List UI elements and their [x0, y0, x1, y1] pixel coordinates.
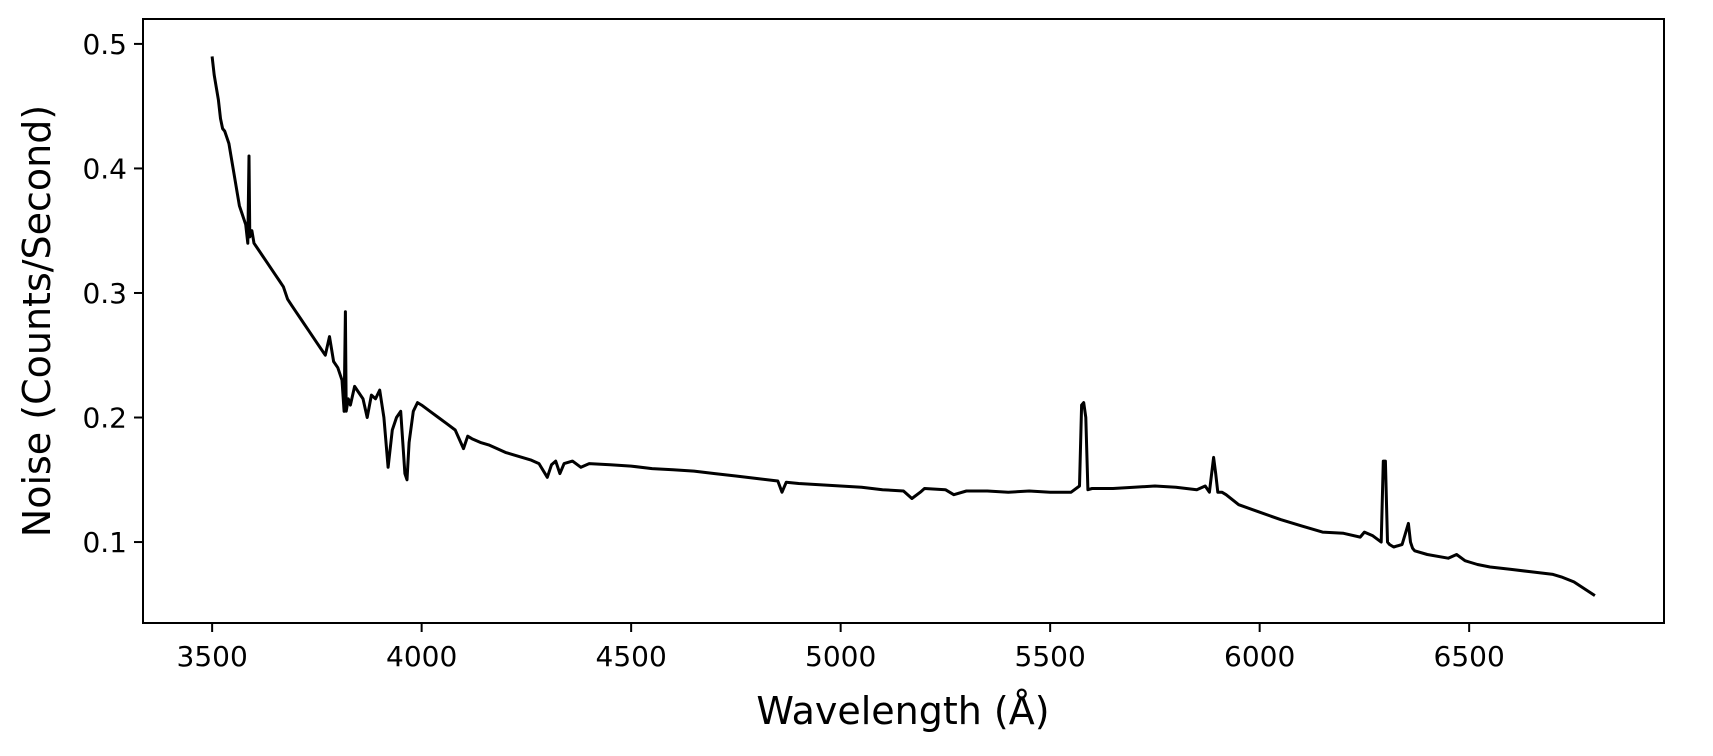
- y-tick-label: 0.4: [82, 152, 127, 185]
- x-tick-label: 6000: [1224, 640, 1295, 673]
- x-tick-label: 6500: [1434, 640, 1505, 673]
- y-tick-label: 0.5: [82, 28, 127, 61]
- y-tick-label: 0.1: [82, 526, 127, 559]
- y-tick-label: 0.3: [82, 277, 127, 310]
- x-tick-label: 4500: [596, 640, 667, 673]
- x-axis-ticks: 3500 4000 4500 5000 5500 6000 6500: [177, 623, 1505, 673]
- y-axis-ticks: 0.1 0.2 0.3 0.4 0.5: [82, 28, 143, 559]
- noise-series-line: [210, 56, 1596, 597]
- y-axis-title: Noise (Counts/Second): [15, 105, 59, 537]
- x-tick-label: 5500: [1015, 640, 1086, 673]
- x-axis-title: Wavelength (Å): [756, 689, 1049, 733]
- plot-frame: [142, 18, 1665, 624]
- y-tick-label: 0.2: [82, 402, 127, 435]
- x-tick-label: 4000: [386, 640, 457, 673]
- x-tick-label: 3500: [177, 640, 248, 673]
- x-tick-label: 5000: [805, 640, 876, 673]
- plot-area: [142, 18, 1665, 624]
